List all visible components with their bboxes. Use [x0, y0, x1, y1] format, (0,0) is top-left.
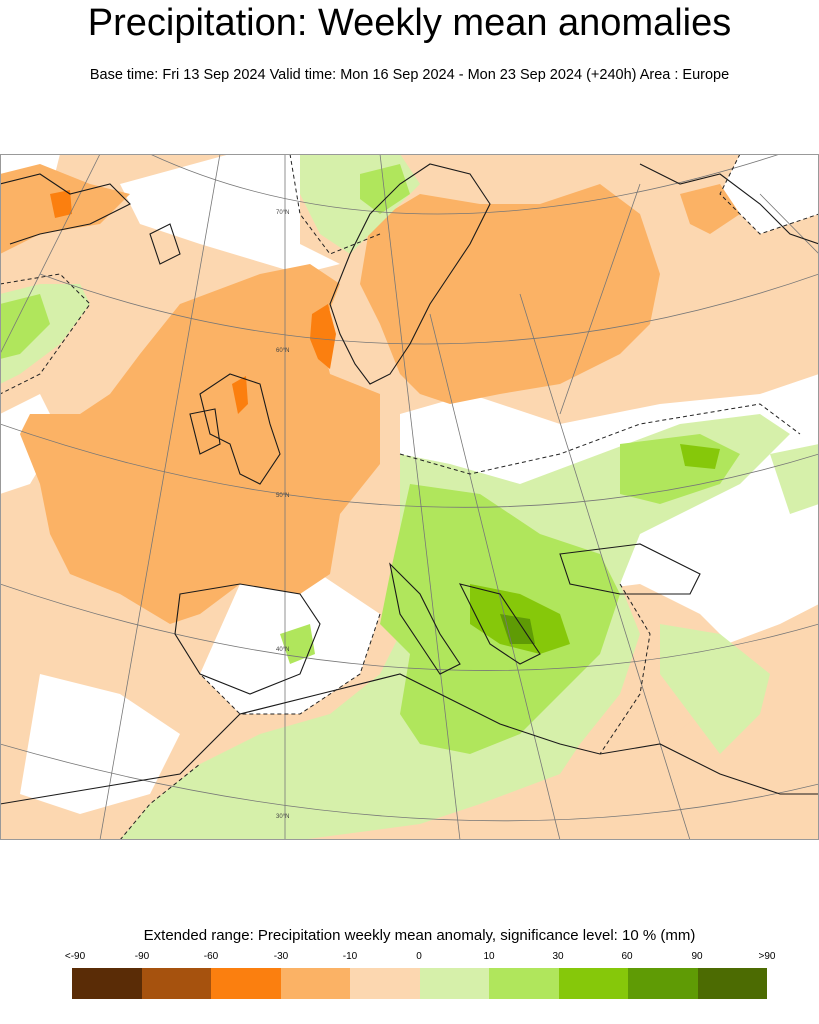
moderate-positive-area [280, 624, 315, 664]
legend-swatch [72, 968, 142, 999]
legend-colorbar [72, 968, 767, 999]
legend-tick: 10 [483, 951, 495, 962]
legend-tick: 0 [416, 951, 422, 962]
lat-label-50: 50°N [276, 493, 289, 499]
legend-tick: -10 [342, 951, 358, 962]
strong-positive-area [500, 614, 535, 644]
moderate-positive-area [0, 294, 50, 359]
legend-tick: 60 [621, 951, 633, 962]
legend-tick: >90 [758, 951, 776, 962]
moderate-positive-area [360, 164, 410, 214]
legend-swatch [489, 968, 559, 999]
lat-label-70: 70°N [276, 210, 289, 216]
legend-tick: 30 [552, 951, 564, 962]
latitude-labels: 70°N 60°N 50°N 40°N 30°N [276, 210, 289, 820]
strong-negative-spot [50, 190, 72, 218]
legend-swatch [211, 968, 281, 999]
lat-label-60: 60°N [276, 348, 289, 354]
legend-title: Extended range: Precipitation weekly mea… [143, 927, 696, 944]
legend-swatch [558, 968, 628, 999]
page-subtitle: Base time: Fri 13 Sep 2024 Valid time: M… [89, 67, 730, 83]
negative-anomaly-area [20, 264, 380, 624]
legend-tick: -60 [203, 951, 219, 962]
legend-swatch [697, 968, 767, 999]
legend-tick: -90 [134, 951, 150, 962]
page-title: Precipitation: Weekly mean anomalies [87, 2, 732, 44]
positive-anomaly-area [660, 624, 770, 754]
positive-anomaly-area [770, 444, 819, 514]
legend-swatch [419, 968, 489, 999]
non-significant-area [20, 674, 180, 814]
legend-swatch [280, 968, 350, 999]
significance-contours [0, 154, 819, 840]
anomaly-map: 70°N 60°N 50°N 40°N 30°N [0, 154, 819, 840]
strong-positive-area [680, 444, 720, 469]
legend-tick: -30 [273, 951, 289, 962]
strong-negative-spot [232, 376, 248, 414]
negative-anomaly-area [360, 184, 660, 404]
legend-tick: <-90 [64, 951, 86, 962]
coastlines [0, 163, 819, 805]
lat-label-40: 40°N [276, 647, 289, 653]
legend-swatch [350, 968, 420, 999]
legend-swatch [628, 968, 698, 999]
negative-anomaly-area [680, 184, 740, 234]
strong-negative-spot [310, 304, 336, 369]
legend-swatch [141, 968, 211, 999]
non-significant-area [720, 154, 819, 234]
legend-tick: 90 [691, 951, 703, 962]
lat-label-30: 30°N [276, 814, 289, 820]
